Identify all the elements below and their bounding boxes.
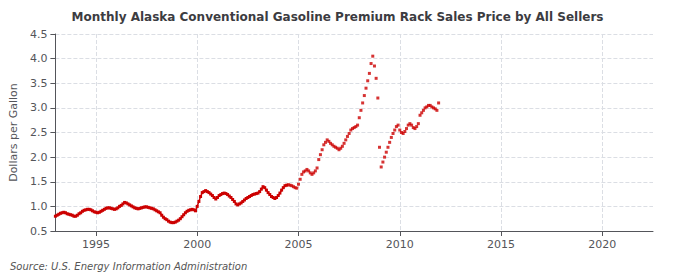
svg-text:Dollars per Gallon: Dollars per Gallon [7,83,20,182]
svg-text:2.5: 2.5 [30,126,48,139]
svg-text:2020: 2020 [588,238,616,251]
svg-text:2.0: 2.0 [30,151,48,164]
svg-text:2005: 2005 [284,238,312,251]
svg-text:Source: U.S. Energy Informatio: Source: U.S. Energy Information Administ… [10,261,247,272]
svg-text:1.0: 1.0 [30,200,48,213]
svg-text:1995: 1995 [82,238,110,251]
svg-text:3.0: 3.0 [30,101,48,114]
svg-text:4.5: 4.5 [30,28,48,41]
svg-text:2015: 2015 [487,238,515,251]
svg-text:0.5: 0.5 [30,225,48,238]
svg-text:2010: 2010 [386,238,414,251]
svg-text:3.5: 3.5 [30,77,48,90]
svg-text:2000: 2000 [183,238,211,251]
svg-text:4.0: 4.0 [30,52,48,65]
svg-text:1.5: 1.5 [30,175,48,188]
svg-text:Monthly Alaska Conventional Ga: Monthly Alaska Conventional Gasoline Pre… [72,10,604,24]
